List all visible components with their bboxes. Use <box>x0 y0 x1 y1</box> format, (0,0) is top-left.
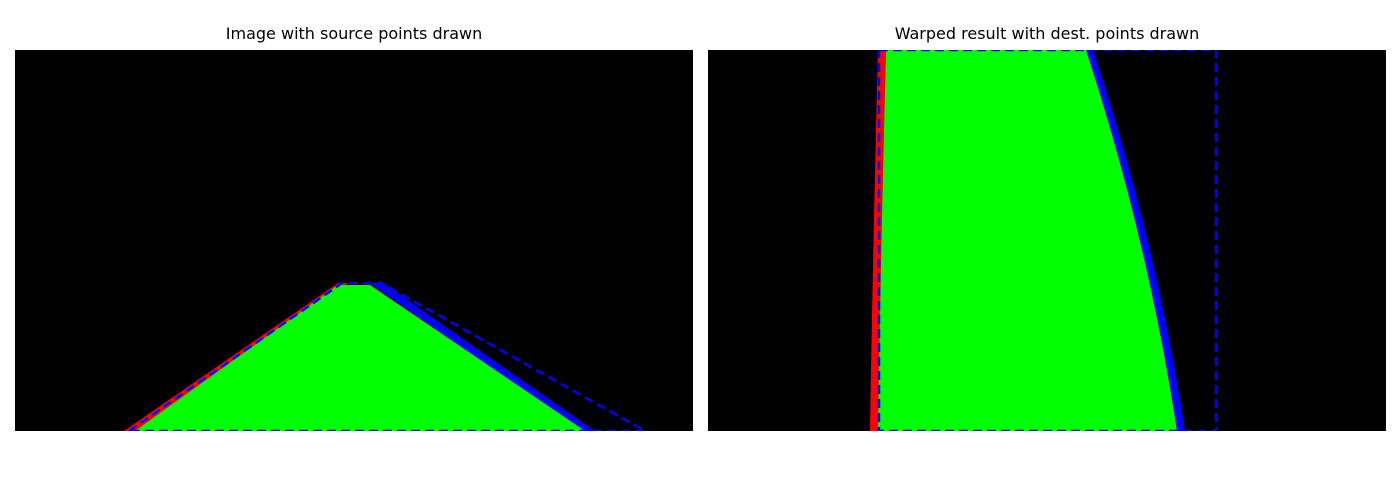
left-panel-title: Image with source points drawn <box>225 24 483 43</box>
source-right-lane-line <box>370 283 595 431</box>
source-points-outline <box>126 281 648 431</box>
source-image-panel <box>15 50 693 431</box>
source-lane-fill <box>135 285 585 431</box>
warped-image-panel <box>708 50 1386 431</box>
right-panel-title: Warped result with dest. points drawn <box>894 24 1200 43</box>
warped-left-lane-line <box>870 50 886 431</box>
source-image <box>15 50 693 431</box>
warped-image <box>708 50 1386 431</box>
warped-lane-fill <box>878 50 1177 431</box>
destination-points-outline <box>877 50 1218 431</box>
